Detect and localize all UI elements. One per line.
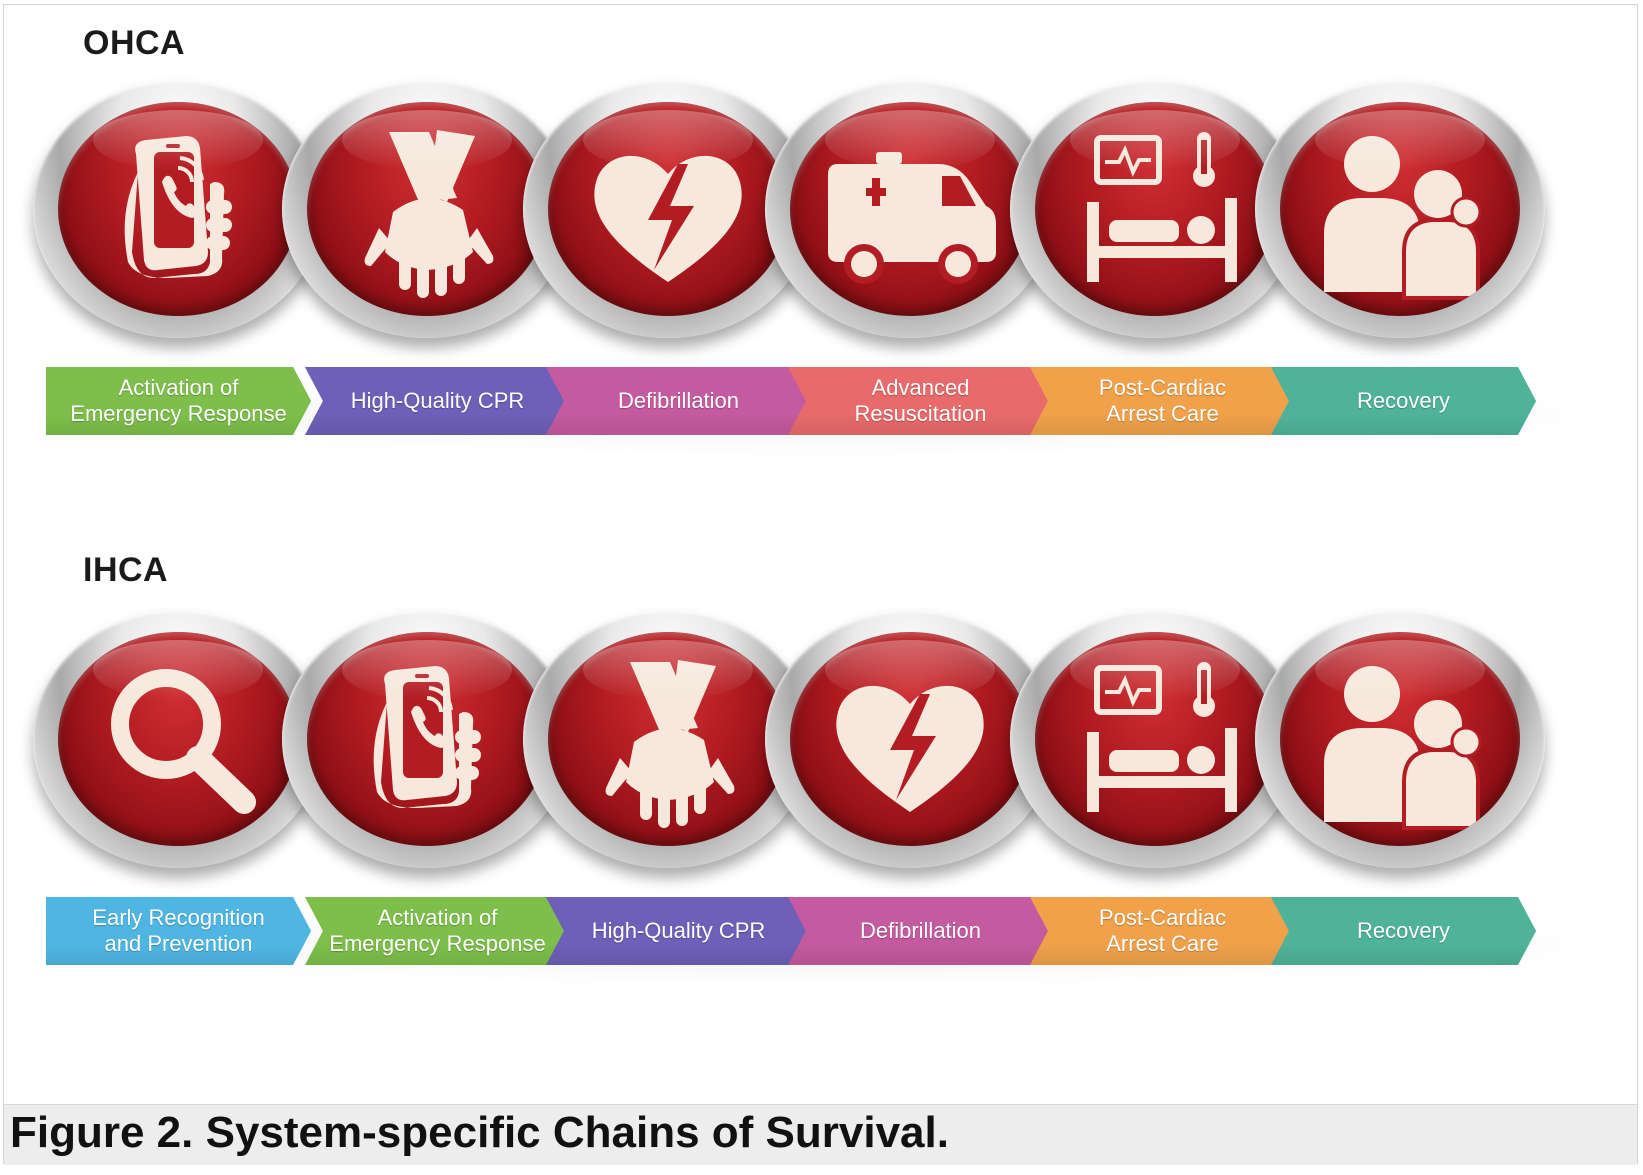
defibrillator-heart-icon xyxy=(594,155,742,282)
chain-step-label: Early Recognition and Prevention xyxy=(92,905,264,957)
disc-gloss xyxy=(825,110,995,170)
chain-link-ring xyxy=(33,610,323,868)
disc-gloss xyxy=(1315,640,1485,700)
chain-step-label-line2: Emergency Response xyxy=(329,931,546,956)
ohca-chain: Activation of Emergency Response High-Qual… xyxy=(0,80,1643,460)
chain-link-ring xyxy=(282,610,572,868)
chain-link-ring xyxy=(1010,80,1300,338)
chain-link-disc xyxy=(58,632,298,846)
chain-step-banner: Post-Cardiac Arrest Care xyxy=(1030,897,1295,965)
chain-step-label: Post-Cardiac Arrest Care xyxy=(1099,905,1226,957)
chain-step-label-line1: Activation of xyxy=(377,905,498,930)
chain-step-label: Recovery xyxy=(1357,918,1450,944)
hospital-bed-icon xyxy=(1087,662,1237,812)
hospital-bed-icon xyxy=(1087,132,1237,282)
chain-link-disc xyxy=(307,102,547,316)
phone-icon xyxy=(124,136,232,278)
chain-step-label: Activation of Emergency Response xyxy=(70,375,286,427)
chain-step-label-line2: Resuscitation xyxy=(854,401,987,426)
chain-step-banner: Recovery xyxy=(1271,367,1536,435)
chain-step-label: High-Quality CPR xyxy=(351,388,525,414)
chain-step-label-line1: Post-Cardiac xyxy=(1098,905,1227,930)
chain-link-disc xyxy=(790,102,1030,316)
chain-step-banner: Activation of Emergency Response xyxy=(305,897,570,965)
chain-link-disc xyxy=(1280,632,1520,846)
chain-link-disc xyxy=(548,102,788,316)
ohca-label: OHCA xyxy=(83,24,186,62)
chain-step-label-line1: Recovery xyxy=(1357,918,1450,943)
chain-link-ring xyxy=(1255,610,1545,868)
disc-gloss xyxy=(342,110,512,170)
defibrillator-heart-icon xyxy=(836,685,984,812)
disc-gloss xyxy=(1315,110,1485,170)
chain-link-disc xyxy=(58,102,298,316)
chain-step-banner: Activation of Emergency Response xyxy=(46,367,311,435)
ihca-chain: Early Recognition and Prevention Activatio… xyxy=(0,610,1643,990)
chain-step-label-line1: Defibrillation xyxy=(859,918,982,943)
magnifier-icon xyxy=(111,669,256,814)
disc-gloss xyxy=(93,110,263,170)
disc-gloss xyxy=(342,640,512,700)
chain-step-label-line1: High-Quality CPR xyxy=(591,918,766,943)
disc-gloss xyxy=(825,640,995,700)
chain-step-label: Defibrillation xyxy=(860,918,981,944)
chain-step-banner: Defibrillation xyxy=(546,367,811,435)
chain-step-label-line1: Defibrillation xyxy=(617,388,740,413)
chain-step-banner: Post-Cardiac Arrest Care xyxy=(1030,367,1295,435)
chain-link-ring xyxy=(1255,80,1545,338)
chain-step-label-line1: Advanced xyxy=(871,375,970,400)
disc-gloss xyxy=(93,640,263,700)
chain-step-label: Defibrillation xyxy=(618,388,739,414)
chain-step-label-line1: Activation of xyxy=(118,375,239,400)
chain-link-ring xyxy=(1010,610,1300,868)
figure-caption: Figure 2. System-specific Chains of Surv… xyxy=(10,1108,949,1157)
people-icon xyxy=(1324,666,1482,830)
chain-step-label-line2: and Prevention xyxy=(104,931,253,956)
ambulance-icon xyxy=(828,152,996,284)
chain-link-disc xyxy=(548,632,788,846)
chain-step-label-line1: Recovery xyxy=(1357,388,1450,413)
chain-step-label-line1: Post-Cardiac xyxy=(1098,375,1227,400)
caption-bar xyxy=(4,1104,1637,1165)
chain-step-label-line1: Early Recognition xyxy=(92,905,265,930)
chain-step-label: Advanced Resuscitation xyxy=(854,375,986,427)
chain-step-banner: Defibrillation xyxy=(788,897,1053,965)
chain-link-disc xyxy=(307,632,547,846)
chain-step-banner: Advanced Resuscitation xyxy=(788,367,1053,435)
chain-step-banner: High-Quality CPR xyxy=(546,897,811,965)
chain-step-label-line2: Emergency Response xyxy=(70,401,287,426)
chain-step-label-line2: Arrest Care xyxy=(1106,931,1219,956)
chain-link-ring xyxy=(765,80,1055,338)
chain-step-label: Activation of Emergency Response xyxy=(329,905,545,957)
chain-step-label-line1: High-Quality CPR xyxy=(350,388,525,413)
chain-step-banner: Early Recognition and Prevention xyxy=(46,897,311,965)
chain-link-ring xyxy=(523,80,813,338)
chain-step-label: Recovery xyxy=(1357,388,1450,414)
chain-step-banner: High-Quality CPR xyxy=(305,367,570,435)
chain-link-ring xyxy=(765,610,1055,868)
people-icon xyxy=(1324,136,1482,300)
ihca-label: IHCA xyxy=(83,551,169,589)
chain-step-banner: Recovery xyxy=(1271,897,1536,965)
chain-step-label: High-Quality CPR xyxy=(592,918,766,944)
disc-gloss xyxy=(583,110,753,170)
chain-link-ring xyxy=(523,610,813,868)
chain-link-disc xyxy=(1035,632,1275,846)
chain-link-disc xyxy=(1280,102,1520,316)
chain-link-ring xyxy=(282,80,572,338)
chain-step-label: Post-Cardiac Arrest Care xyxy=(1099,375,1226,427)
chain-link-disc xyxy=(790,632,1030,846)
chain-step-label-line2: Arrest Care xyxy=(1106,401,1219,426)
disc-gloss xyxy=(1070,110,1240,170)
chain-link-ring xyxy=(33,80,323,338)
cpr-hands-icon xyxy=(364,130,494,298)
disc-gloss xyxy=(1070,640,1240,700)
disc-gloss xyxy=(583,640,753,700)
chain-link-disc xyxy=(1035,102,1275,316)
cpr-hands-icon xyxy=(605,660,735,828)
phone-icon xyxy=(373,666,481,808)
